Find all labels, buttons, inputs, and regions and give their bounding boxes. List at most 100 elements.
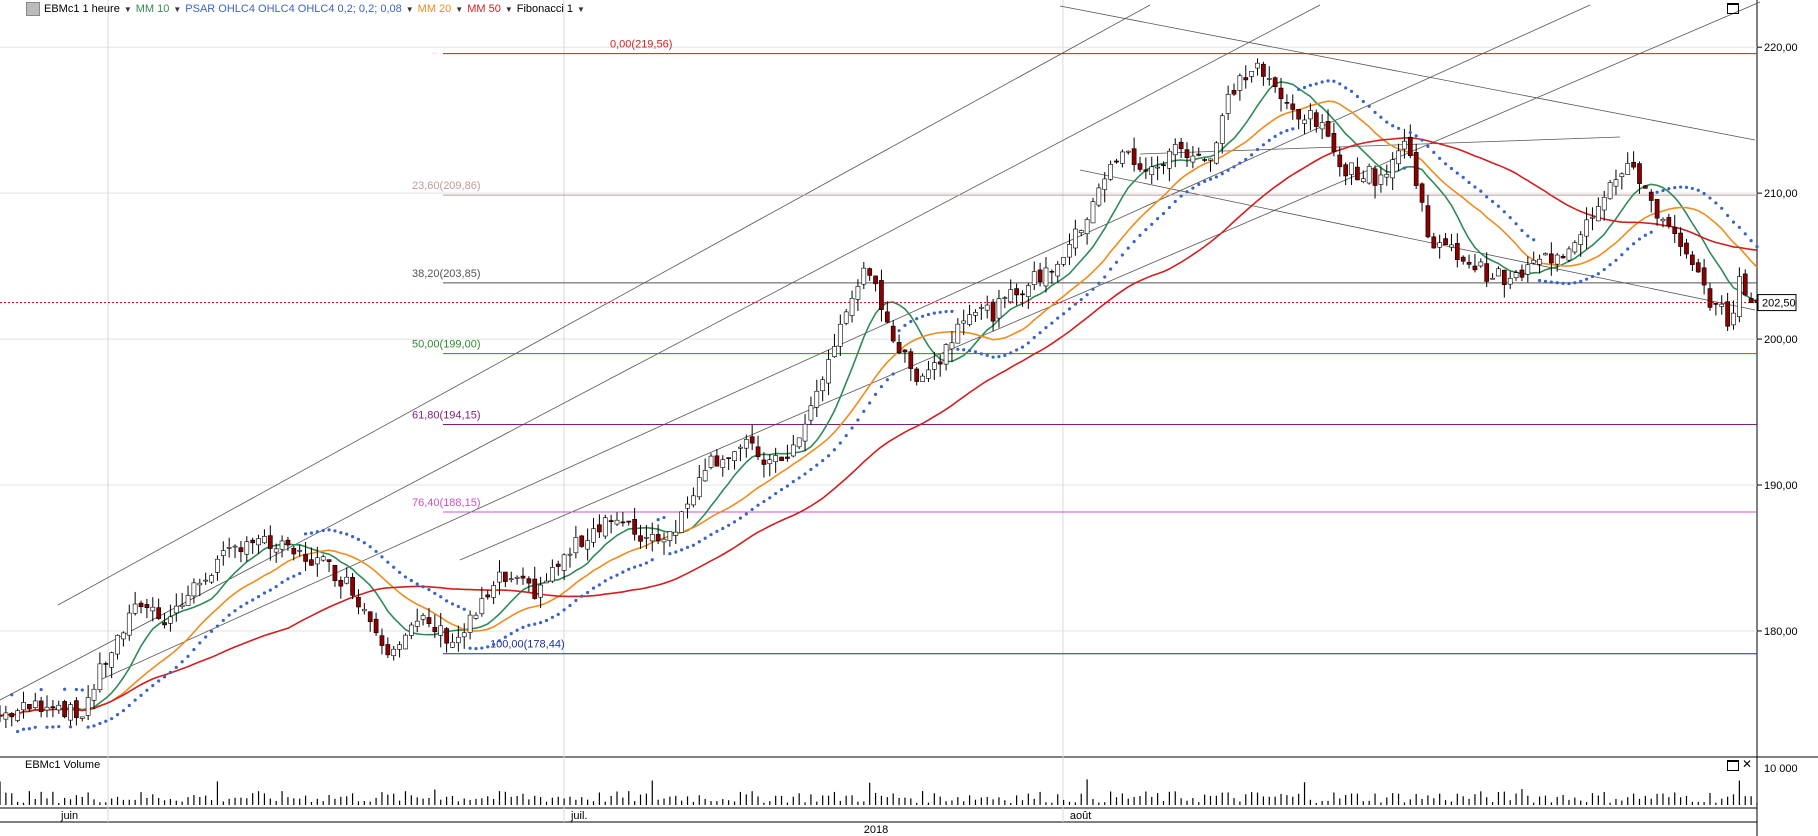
candle-body: [1560, 255, 1566, 259]
symbol-dropdown-icon[interactable]: ▼: [123, 4, 132, 14]
candle-body: [1619, 173, 1625, 177]
maximize-icon[interactable]: [1727, 3, 1739, 14]
mm50-dropdown-icon[interactable]: ▼: [504, 4, 513, 14]
psar-dot: [691, 543, 695, 547]
candle-body: [555, 563, 561, 567]
volume-close-icon[interactable]: ✕: [1742, 757, 1753, 771]
candle-body: [820, 379, 826, 392]
candle-body: [426, 617, 432, 624]
psar-dot: [509, 631, 513, 636]
candle-body: [1125, 150, 1131, 153]
candle-body: [714, 455, 720, 467]
candle-body: [532, 578, 538, 599]
candle-body: [826, 359, 831, 384]
candle-body: [1131, 148, 1137, 165]
candle-body: [391, 648, 397, 656]
indicator-fibonacci-label[interactable]: Fibonacci 1: [516, 3, 574, 15]
candle-body: [1496, 268, 1501, 277]
volume-bar: [116, 796, 119, 805]
psar-dot: [680, 548, 684, 552]
volume-bar: [1427, 795, 1429, 805]
candle-body: [814, 390, 820, 408]
volume-bar: [957, 797, 959, 805]
psar-dot: [1349, 89, 1354, 93]
candle-body: [1114, 160, 1119, 163]
volume-bar: [1421, 798, 1423, 805]
indicator-mm20-label[interactable]: MM 20: [417, 3, 452, 15]
candle-body: [644, 536, 649, 539]
volume-bar: [1709, 792, 1711, 805]
psar-dot: [1103, 275, 1107, 279]
symbol-icon[interactable]: [26, 2, 40, 16]
volume-bar: [105, 802, 107, 805]
mm20-dropdown-icon[interactable]: ▼: [455, 4, 464, 14]
candle-body: [74, 700, 79, 719]
psar-dot: [1702, 191, 1706, 196]
volume-bar: [1268, 796, 1270, 805]
psar-dot: [1402, 166, 1407, 170]
volume-bar: [1356, 793, 1359, 805]
volume-bar: [481, 798, 483, 805]
candle-body: [138, 602, 144, 607]
mm10-dropdown-icon[interactable]: ▼: [173, 4, 182, 14]
volume-bar: [710, 801, 712, 805]
volume-bar: [1674, 792, 1676, 805]
volume-bar: [434, 789, 436, 805]
fibonacci-dropdown-icon[interactable]: ▼: [577, 4, 585, 14]
volume-bar: [1245, 794, 1247, 805]
volume-bar: [704, 798, 706, 805]
volume-bar: [1380, 802, 1382, 805]
volume-bar: [1732, 794, 1735, 805]
psar-dot: [1573, 281, 1577, 285]
psar-dot: [309, 531, 314, 535]
psar-dot: [480, 646, 484, 650]
volume-bar: [463, 798, 465, 805]
volume-bar: [1609, 802, 1611, 805]
psar-dot: [609, 576, 613, 580]
psar-dropdown-icon[interactable]: ▼: [405, 4, 414, 14]
y-tick-label: 210,00: [1764, 188, 1798, 200]
psar-dot: [1379, 115, 1383, 119]
volume-bar: [146, 798, 148, 805]
volume-bar: [1139, 796, 1141, 805]
psar-dot: [1220, 172, 1224, 176]
candle-body: [1695, 262, 1701, 273]
candle-body: [344, 576, 350, 584]
volume-bar: [551, 797, 553, 805]
volume-bar: [416, 797, 418, 805]
volume-maximize-icon[interactable]: [1727, 760, 1739, 771]
volume-bar: [780, 795, 783, 805]
candle-body: [1243, 77, 1249, 81]
candle-body: [497, 571, 502, 583]
candle-body: [9, 713, 15, 718]
psar-dot: [1191, 186, 1195, 190]
candle-body: [38, 700, 44, 712]
volume-bar: [246, 798, 248, 805]
indicator-psar-label[interactable]: PSAR OHLC4 OHLC4 OHLC4 0,2; 0,2; 0,08: [185, 3, 402, 15]
volume-bar: [1127, 798, 1129, 805]
candle-body: [949, 342, 955, 350]
volume-bar: [1157, 793, 1159, 805]
indicator-mm10-label[interactable]: MM 10: [135, 3, 170, 15]
psar-dot: [450, 602, 455, 606]
psar-dot: [650, 558, 654, 562]
volume-bar: [1591, 793, 1594, 805]
psar-dot: [268, 588, 272, 592]
psar-dot: [1473, 185, 1477, 189]
candle-body: [1008, 289, 1014, 303]
volume-bar: [199, 796, 201, 805]
volume-bar: [898, 797, 900, 805]
candle-body: [802, 423, 808, 442]
psar-dot: [104, 719, 108, 723]
volume-bar: [1198, 802, 1200, 805]
volume-bar: [587, 799, 589, 805]
candle-body: [256, 538, 261, 546]
candle-body: [1701, 267, 1707, 286]
indicator-mm50-label[interactable]: MM 50: [467, 3, 501, 15]
candle-body: [1742, 273, 1748, 296]
psar-dot: [1314, 82, 1318, 86]
symbol-label[interactable]: EBMc1 1 heure: [44, 3, 120, 15]
volume-bar: [804, 802, 806, 805]
candle-body: [62, 701, 67, 718]
